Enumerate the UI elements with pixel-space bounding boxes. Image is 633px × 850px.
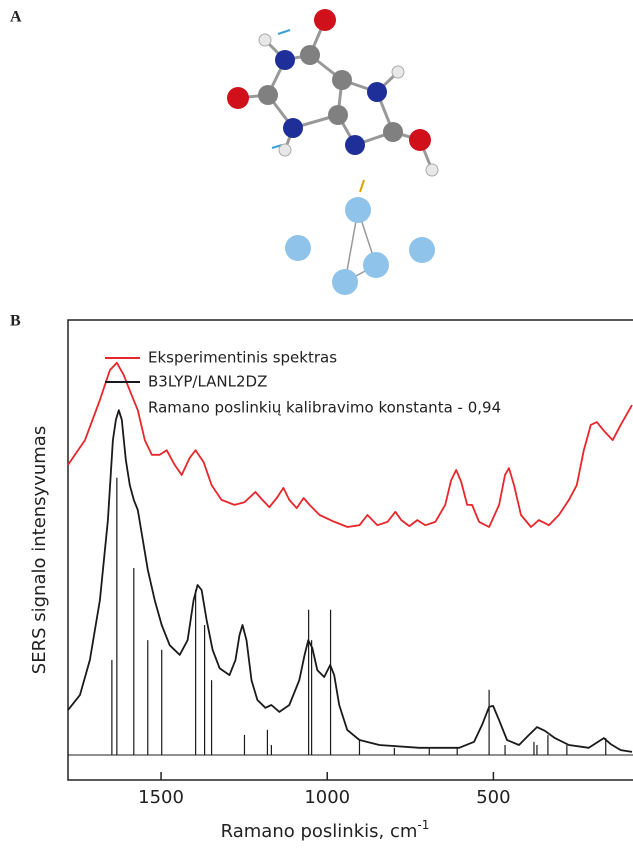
x-tick-label: 1500 [138,787,184,808]
figure: A B SERS signalo intensyvumas Ramano pos… [0,0,633,850]
x-label-sup: -1 [417,818,429,832]
x-tick-label: 500 [476,787,510,808]
x-axis-label: Ramano poslinkis, cm-1 [221,818,430,843]
panel-label: A [10,9,22,26]
legend-label: Eksperimentinis spektras [148,349,337,367]
y-axis-label: SERS signalo intensyvumas [29,426,50,674]
legend-label: B3LYP/LANL2DZ [148,373,267,391]
spectrum-line [68,410,632,752]
x-label-text: Ramano poslinkis, cm [221,821,418,842]
annotation: Ramano poslinkių kalibravimo konstanta -… [148,399,501,417]
page: {"panel_a": {"label": "A"}, "chart_data"… [0,0,633,850]
panel-label: B [10,313,21,330]
molecule [227,9,438,295]
x-tick-label: 1000 [304,787,350,808]
